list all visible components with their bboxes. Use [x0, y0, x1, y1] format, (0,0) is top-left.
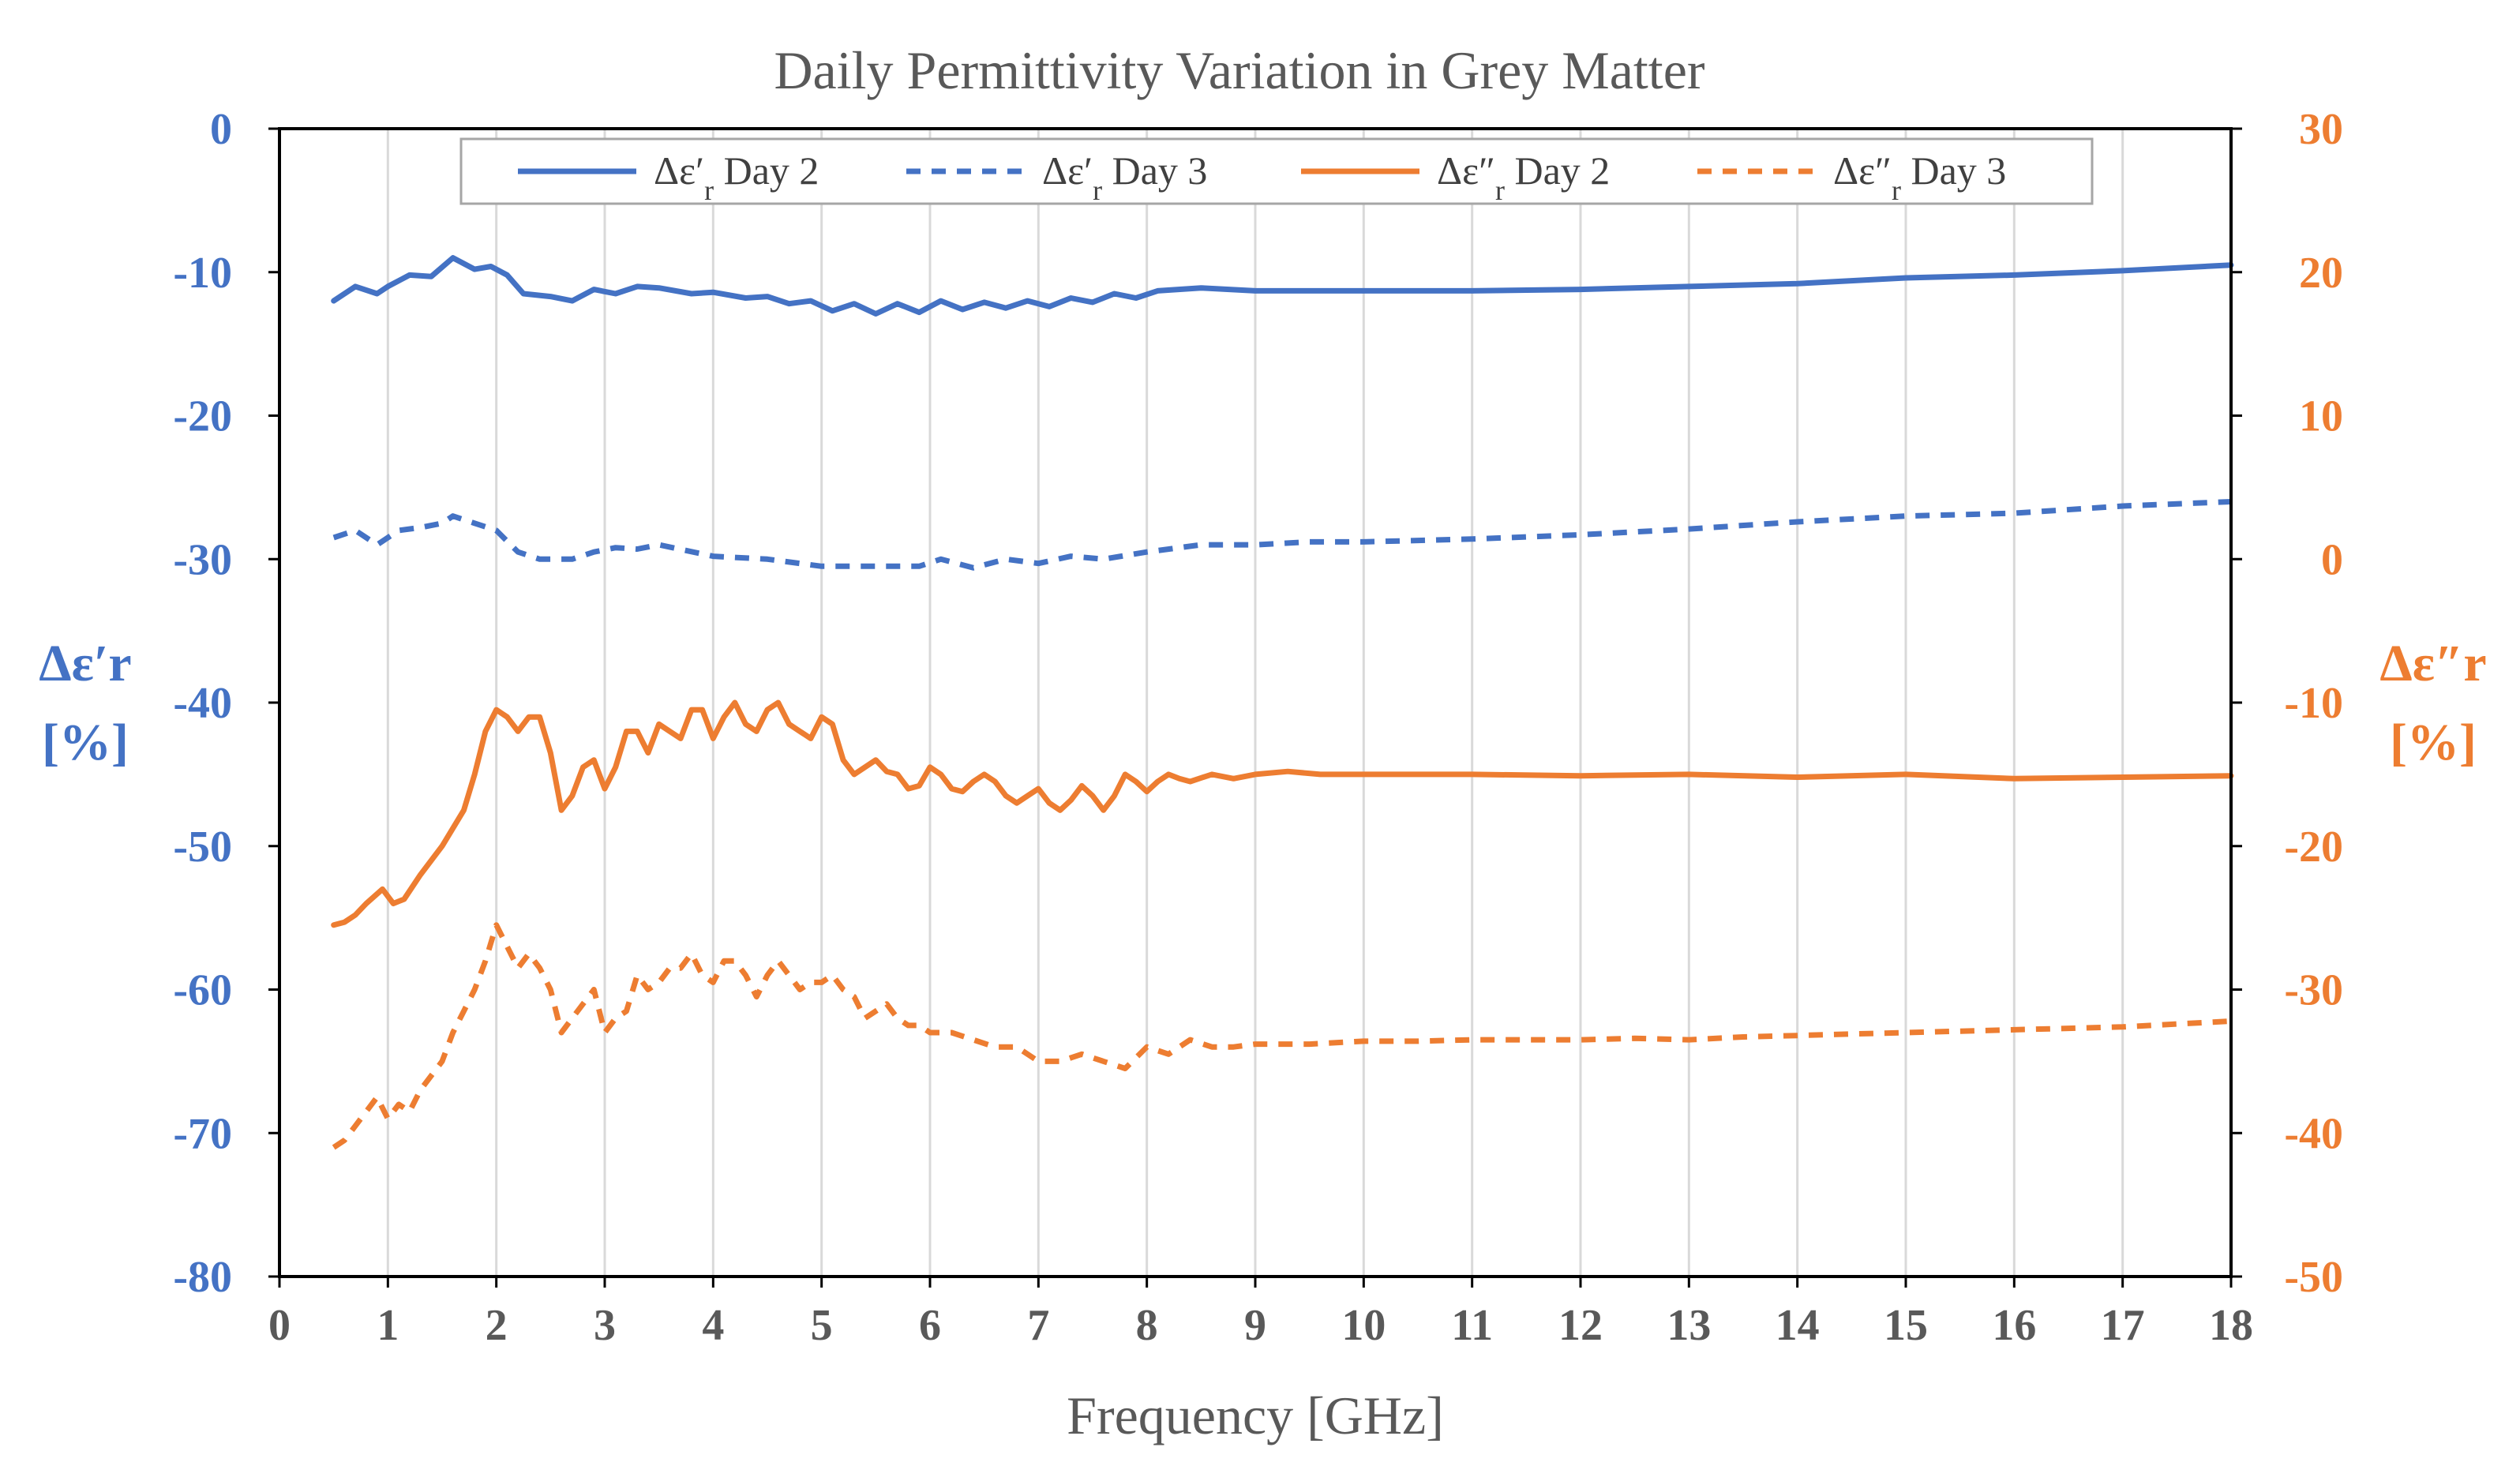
y-right-tick-label: -50: [2284, 1253, 2343, 1302]
x-tick-label: 13: [1667, 1301, 1711, 1350]
legend-label-4: Δε″r Day 3: [1833, 148, 2006, 206]
x-tick-label: 0: [268, 1301, 291, 1350]
x-tick-label: 9: [1244, 1301, 1266, 1350]
y-left-tick-label: -10: [173, 249, 232, 298]
legend-label-3: Δε″r Day 2: [1437, 148, 1610, 206]
x-tick-label: 1: [377, 1301, 399, 1350]
gridlines: [386, 129, 2124, 1277]
y-right-tick-label: 10: [2299, 392, 2343, 441]
x-tick-label: 12: [1558, 1301, 1603, 1350]
x-tick-label: 14: [1776, 1301, 1820, 1350]
y-left-axis-ticks: 0 -10 -20 -30 -40 -50 -60 -70 -80: [173, 105, 279, 1302]
y-right-axis-title-symbol: Δε″r: [2379, 635, 2486, 692]
series-line-4: [332, 922, 2232, 1150]
y-right-axis-ticks: 30 20 10 0 -10 -20 -30 -40 -50: [2231, 105, 2343, 1302]
x-tick-label: 2: [486, 1301, 508, 1350]
x-tick-label: 16: [1992, 1301, 2036, 1350]
x-tick-label: 5: [811, 1301, 833, 1350]
x-tick-label: 18: [2209, 1301, 2253, 1350]
x-tick-label: 6: [919, 1301, 941, 1350]
y-right-tick-label: -30: [2284, 966, 2343, 1015]
legend-box: [459, 137, 2094, 205]
series-line-1: [331, 255, 2234, 317]
y-left-axis-title: Δε′r [%]: [39, 635, 131, 771]
x-tick-label: 11: [1451, 1301, 1493, 1350]
y-right-tick-label: -40: [2284, 1109, 2343, 1158]
y-left-tick-label: 0: [210, 105, 232, 154]
y-right-axis-title-unit: [%]: [2390, 714, 2477, 771]
legend-label-1: Δε′r Day 2: [654, 148, 819, 206]
x-tick-label: 7: [1027, 1301, 1049, 1350]
x-tick-label: 3: [594, 1301, 616, 1350]
series-line-2: [332, 499, 2232, 571]
y-right-tick-label: 0: [2321, 535, 2343, 584]
y-right-axis-title: Δε″r [%]: [2379, 635, 2486, 771]
y-right-tick-label: 30: [2299, 105, 2343, 154]
y-left-tick-label: -30: [173, 535, 232, 584]
chart-title: Daily Permittivity Variation in Grey Mat…: [774, 40, 1704, 100]
legend-label-2: Δε′r Day 3: [1042, 148, 1207, 206]
y-left-axis-title-symbol: Δε′r: [39, 635, 131, 692]
y-left-tick-label: -70: [173, 1109, 232, 1158]
x-axis-title: Frequency [GHz]: [1067, 1385, 1444, 1445]
y-left-tick-label: -20: [173, 392, 232, 441]
y-left-tick-label: -60: [173, 966, 232, 1015]
series-line-3: [331, 699, 2234, 928]
x-tick-label: 15: [1884, 1301, 1928, 1350]
x-tick-label: 8: [1136, 1301, 1158, 1350]
y-left-axis-title-unit: [%]: [42, 714, 129, 771]
x-axis-ticks: 0 1 2 3 4 5 6 7 8 9 10 11 12 13 14 15 16 17 18: [268, 1277, 2253, 1350]
y-right-tick-label: -20: [2284, 823, 2343, 872]
series-lines: [331, 255, 2234, 1150]
y-right-tick-label: 20: [2299, 249, 2343, 298]
y-left-tick-label: -40: [173, 679, 232, 728]
y-left-tick-label: -50: [173, 823, 232, 872]
y-right-tick-label: -10: [2284, 679, 2343, 728]
y-left-tick-label: -80: [173, 1253, 232, 1302]
x-tick-label: 17: [2101, 1301, 2145, 1350]
x-tick-label: 10: [1341, 1301, 1386, 1350]
legend: Δε′r Day 2 Δε′r Day 3 Δε″r Day 2 Δε″r Day 3: [459, 137, 2094, 206]
x-tick-label: 4: [702, 1301, 724, 1350]
